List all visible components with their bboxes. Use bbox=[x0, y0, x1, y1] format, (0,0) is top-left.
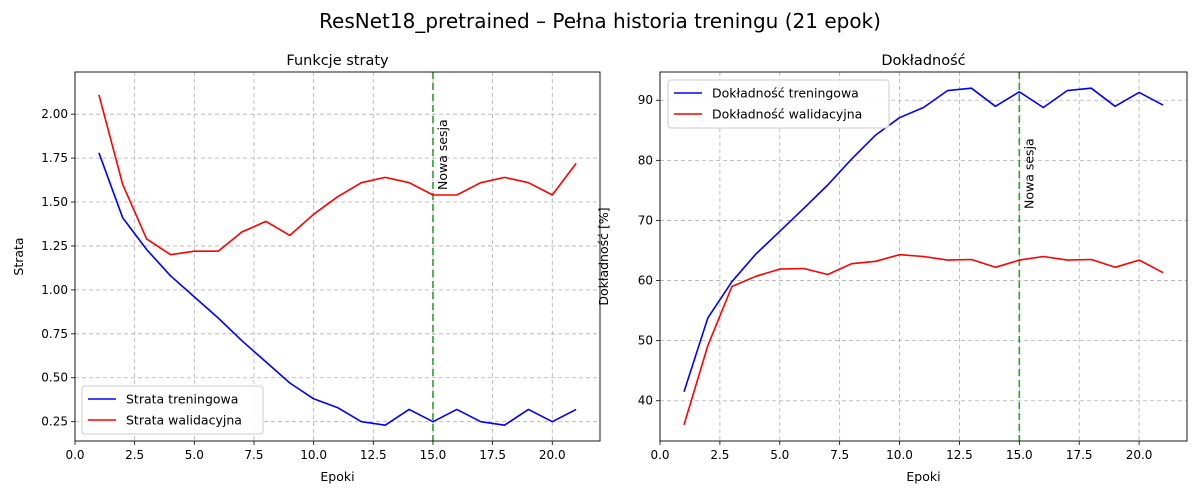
y-tick-label: 90 bbox=[638, 93, 653, 107]
x-axis-label: Epoki bbox=[906, 469, 940, 484]
x-tick-label: 15.0 bbox=[420, 448, 447, 462]
x-tick-label: 2.5 bbox=[710, 448, 729, 462]
x-tick-label: 20.0 bbox=[1126, 448, 1153, 462]
loss-chart: Funkcje straty 0.0 2.5 5.0 7.5 10.0 12.5 15.0 17… bbox=[11, 53, 601, 484]
legend-label: Dokładność treningowa bbox=[712, 86, 859, 101]
x-tick-label: 20.0 bbox=[539, 448, 566, 462]
session-line-label: Nowa sesja bbox=[1021, 138, 1036, 209]
y-tick-label: 0.25 bbox=[41, 415, 68, 429]
series-line-val bbox=[98, 94, 577, 256]
x-tick-label: 2.5 bbox=[125, 448, 144, 462]
y-tick-label: 2.00 bbox=[41, 107, 68, 121]
x-tick-label: 0.0 bbox=[650, 448, 669, 462]
y-tick-label: 1.50 bbox=[41, 195, 68, 209]
x-tick-label: 12.5 bbox=[946, 448, 973, 462]
y-tick-label: 70 bbox=[638, 213, 653, 227]
session-line-label: Nowa sesja bbox=[435, 119, 450, 190]
x-tick-label: 12.5 bbox=[360, 448, 387, 462]
x-axis-label: Epoki bbox=[320, 469, 354, 484]
y-tick-label: 40 bbox=[638, 394, 653, 408]
legend-label: Strata walidacyjna bbox=[126, 413, 242, 428]
x-tick-label: 0.0 bbox=[65, 448, 84, 462]
y-tick-label: 50 bbox=[638, 334, 653, 348]
x-tick-label: 7.5 bbox=[244, 448, 263, 462]
x-tick-label: 5.0 bbox=[185, 448, 204, 462]
legend-label: Strata treningowa bbox=[126, 392, 238, 407]
x-tick-label: 17.5 bbox=[479, 448, 506, 462]
y-tick-label: 80 bbox=[638, 153, 653, 167]
y-axis-label: Strata bbox=[11, 237, 26, 275]
y-tick-label: 0.50 bbox=[41, 371, 68, 385]
series-line-train bbox=[98, 152, 577, 427]
x-tick-label: 5.0 bbox=[770, 448, 789, 462]
x-tick-label: 10.0 bbox=[886, 448, 913, 462]
series-line-train bbox=[683, 87, 1164, 392]
plot-frame bbox=[74, 71, 601, 442]
x-tick-label: 15.0 bbox=[1006, 448, 1033, 462]
legend-box bbox=[667, 79, 890, 129]
series-line-val bbox=[683, 253, 1164, 426]
y-tick-label: 1.75 bbox=[41, 151, 68, 165]
y-axis-label: Dokładność [%] bbox=[596, 207, 611, 305]
y-tick-label: 1.25 bbox=[41, 239, 68, 253]
y-tick-label: 1.00 bbox=[41, 283, 68, 297]
legend-label: Dokładność walidacyjna bbox=[712, 107, 862, 122]
legend: Strata treningowa Strata walidacyjna bbox=[81, 385, 264, 435]
plot-frame bbox=[659, 71, 1188, 442]
legend-box bbox=[81, 385, 264, 435]
y-tick-label: 60 bbox=[638, 274, 653, 288]
x-tick-label: 7.5 bbox=[830, 448, 849, 462]
chart-title: Funkcje straty bbox=[286, 53, 389, 69]
x-tick-label: 10.0 bbox=[300, 448, 327, 462]
x-tick-label: 17.5 bbox=[1066, 448, 1093, 462]
legend: Dokładność treningowa Dokładność walidacy… bbox=[667, 79, 890, 129]
figure-title: ResNet18_pretrained – Pełna historia tre… bbox=[319, 9, 881, 33]
accuracy-chart: Dokładność 0.0 2.5 5.0 7.5 10.0 12.5 15.0 17.5 20… bbox=[596, 53, 1188, 484]
chart-title: Dokładność bbox=[881, 53, 965, 69]
y-tick-label: 0.75 bbox=[41, 327, 68, 341]
